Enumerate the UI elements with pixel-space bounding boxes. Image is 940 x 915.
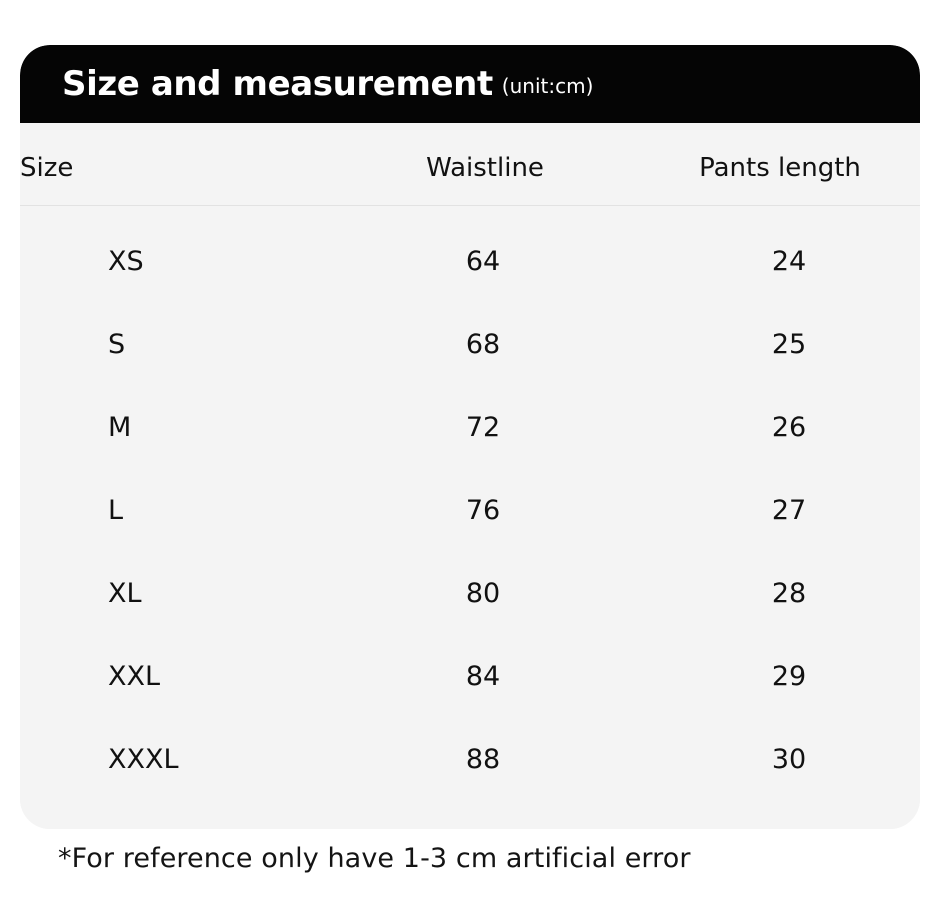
cell-pants-length: 26 (771, 412, 807, 443)
cell-size: XS (108, 246, 144, 277)
table-row: XXXL 88 30 (20, 718, 920, 801)
card-header: Size and measurement (unit:cm) (20, 45, 920, 123)
column-header-size: Size (20, 153, 74, 183)
cell-pants-length: 25 (771, 329, 807, 360)
cell-waistline: 88 (465, 744, 501, 775)
cell-pants-length: 27 (771, 495, 807, 526)
table-body: XS 64 24 S 68 25 M 72 26 L (20, 206, 920, 802)
size-chart-card: Size and measurement (unit:cm) Size Wais… (20, 45, 920, 829)
table-header: Size Waistline Pants length (20, 123, 920, 206)
page-title: Size and measurement (62, 64, 493, 104)
column-header-waistline: Waistline (426, 153, 544, 183)
column-header-pants-length: Pants length (699, 153, 861, 183)
cell-size: XL (108, 578, 142, 609)
table-row: XS 64 24 (20, 206, 920, 304)
cell-pants-length: 30 (771, 744, 807, 775)
size-measurement-table: Size Waistline Pants length XS 64 24 S 6… (20, 123, 920, 801)
cell-size: M (108, 412, 132, 443)
cell-size: XXXL (108, 744, 179, 775)
cell-pants-length: 24 (771, 246, 807, 277)
cell-waistline: 84 (465, 661, 501, 692)
cell-waistline: 80 (465, 578, 501, 609)
cell-size: S (108, 329, 126, 360)
table-row: XXL 84 29 (20, 635, 920, 718)
cell-pants-length: 28 (771, 578, 807, 609)
cell-waistline: 64 (465, 246, 501, 277)
table-row: S 68 25 (20, 303, 920, 386)
cell-waistline: 68 (465, 329, 501, 360)
table-row: L 76 27 (20, 469, 920, 552)
cell-size: L (108, 495, 124, 526)
table-row: M 72 26 (20, 386, 920, 469)
table-header-row: Size Waistline Pants length (20, 123, 920, 206)
unit-note: (unit:cm) (501, 74, 594, 98)
cell-waistline: 72 (465, 412, 501, 443)
cell-waistline: 76 (465, 495, 501, 526)
cell-pants-length: 29 (771, 661, 807, 692)
footnote-disclaimer: *For reference only have 1-3 cm artifici… (58, 843, 691, 874)
table-row: XL 80 28 (20, 552, 920, 635)
card-body: Size Waistline Pants length XS 64 24 S 6… (20, 123, 920, 829)
cell-size: XXL (108, 661, 161, 692)
